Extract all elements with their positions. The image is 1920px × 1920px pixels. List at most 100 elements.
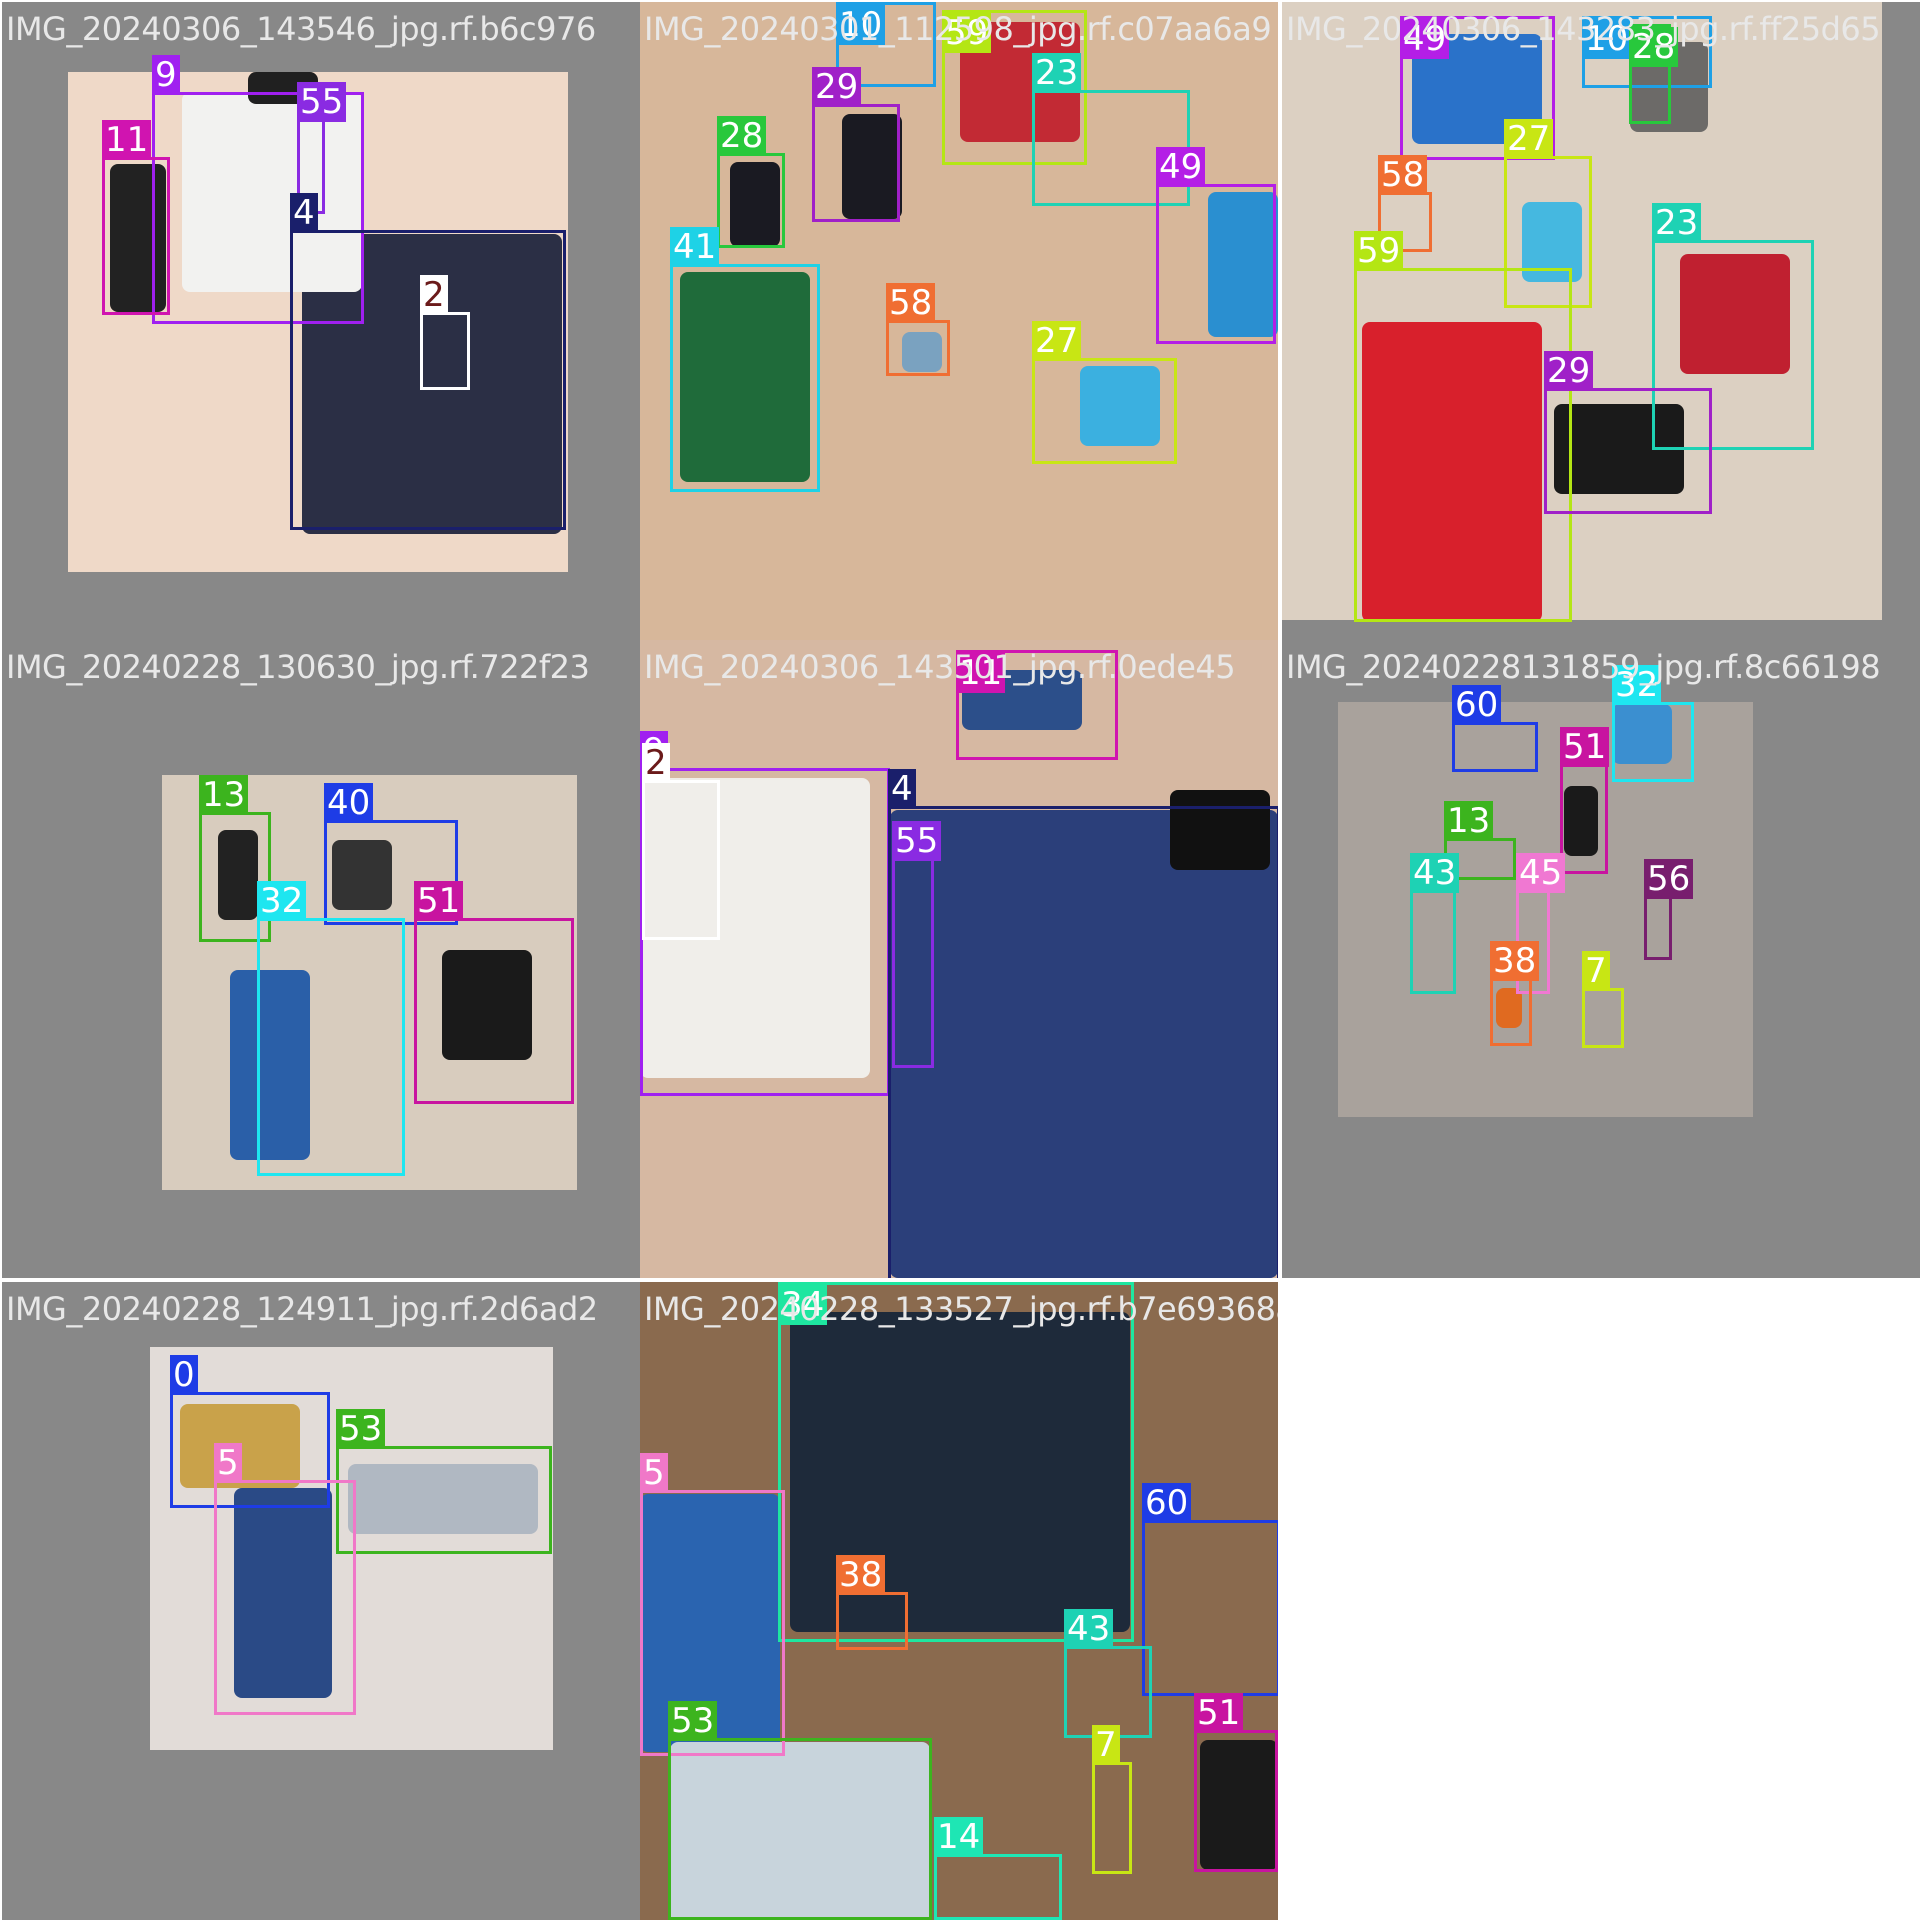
photo-object [1208, 192, 1278, 337]
bounding-box: 58 [886, 283, 950, 376]
photo-object [640, 778, 870, 1078]
box-label: 4 [290, 193, 318, 233]
box-label: 5 [640, 1453, 668, 1493]
photo-object [442, 950, 532, 1060]
box-label: 7 [1092, 1725, 1120, 1765]
box-label: 27 [1504, 119, 1554, 159]
box-label: 5 [214, 1443, 242, 1483]
photo-object [1564, 786, 1598, 856]
bounding-box: 56 [1644, 859, 1694, 960]
bounding-box: 13 [1444, 801, 1516, 880]
box-label: 34 [778, 1285, 828, 1325]
image-tile: IMG_20240306_143501_jpg.rf.0ede451192455 [640, 640, 1278, 1278]
bounding-box: 4 [888, 769, 1278, 1278]
image-filename: IMG_20240228_130630_jpg.rf.722f23 [6, 648, 590, 686]
bounding-box: 4 [290, 193, 566, 530]
box-label: 38 [836, 1555, 886, 1595]
box-label: 51 [414, 881, 464, 921]
bounding-box: 2 [642, 743, 720, 940]
bounding-box: 11 [102, 120, 170, 315]
box-label: 2 [420, 275, 448, 315]
image-filename: IMG_20240306_143283_jpg.rf.ff25d65 [1286, 10, 1881, 48]
box-label: 11 [102, 120, 152, 160]
photo-object [1200, 1740, 1278, 1870]
bounding-box: 40 [324, 783, 458, 925]
bounding-box: 32 [257, 881, 405, 1176]
bounding-box: 14 [934, 1817, 1062, 1920]
image-tile: IMG_20240228_130630_jpg.rf.722f23 13 40 32 5… [2, 640, 640, 1278]
photo-object [1080, 366, 1160, 446]
image-filename: IMG_20240228131859_jpg.rf.8c66198 [1286, 648, 1881, 686]
image-tile: IMG_20240306_143546_jpg.rf.b6c976 9 11 55 4 2 [2, 2, 640, 640]
box-label: 51 [1560, 727, 1610, 767]
box-label: 28 [717, 116, 767, 156]
photo [640, 1282, 1278, 1920]
box-label: 32 [1612, 665, 1662, 705]
image-tile: IMG_20240228_124911_jpg.rf.2d6ad2 0 53 5 [2, 1282, 640, 1920]
bounding-box: 53 [668, 1701, 932, 1920]
bounding-box: 5 [214, 1443, 356, 1715]
bounding-box: 45 [1516, 853, 1566, 994]
bounding-box: 5 [640, 1453, 785, 1756]
bounding-box: 41 [670, 227, 820, 492]
box-label: 60 [1142, 1483, 1192, 1523]
image-tile: IMG_20240306_143283_jpg.rf.ff25d65 49 10 28… [1282, 2, 1920, 640]
photo-object [234, 1488, 332, 1698]
bounding-box: 51 [1194, 1693, 1278, 1872]
box-label: 53 [668, 1701, 718, 1741]
photo-object [670, 1742, 930, 1920]
box-label: 49 [1156, 147, 1206, 187]
box-label: 55 [892, 821, 942, 861]
bounding-box: 55 [892, 821, 942, 1068]
bounding-box: 38 [836, 1555, 908, 1650]
bounding-box: 49 [1156, 147, 1276, 344]
photo [162, 775, 577, 1190]
box-label: 51 [1194, 1693, 1244, 1733]
photo-object [890, 810, 1278, 1278]
box-label: 49 [1400, 19, 1450, 59]
photo-object [1170, 790, 1270, 870]
bounding-box: 53 [336, 1409, 552, 1554]
photo-object [1496, 988, 1522, 1028]
photo-object [182, 92, 362, 292]
box-label: 59 [942, 13, 992, 53]
bounding-box: 11 [956, 650, 1118, 760]
photo-object [1362, 322, 1542, 620]
bounding-box: 58 [1378, 155, 1432, 252]
box-label: 60 [1452, 685, 1502, 725]
photo-object [218, 830, 258, 920]
box-label: 29 [1544, 351, 1594, 391]
box-label: 43 [1064, 1609, 1114, 1649]
image-filename: IMG_20240228_124911_jpg.rf.2d6ad2 [6, 1290, 598, 1328]
image-tile: IMG_20240228131859_jpg.rf.8c66198 60 32 51 1… [1282, 640, 1920, 1278]
bounding-box: 27 [1504, 119, 1592, 308]
bounding-box: 13 [199, 775, 271, 942]
box-label: 11 [956, 653, 1006, 693]
box-label: 4 [888, 769, 916, 809]
bounding-box: 43 [1410, 853, 1460, 994]
box-label: 45 [1516, 853, 1566, 893]
bounding-box: 34 [778, 1282, 1134, 1642]
box-label: 55 [297, 82, 347, 122]
bounding-box: 59 [942, 10, 1087, 165]
bounding-box: 32 [1612, 665, 1694, 782]
bounding-box: 10 [836, 2, 936, 87]
image-filename: IMG_20240301_112598_jpg.rf.c07aa6a9 [644, 10, 1272, 48]
bounding-box: 28 [717, 116, 785, 248]
box-label: 58 [886, 283, 936, 323]
bounding-box: 51 [1560, 727, 1610, 874]
photo-object [730, 162, 780, 247]
photo-object [1680, 254, 1790, 374]
image-tile: IMG_20240228_133527_jpg.rf.b7e69368a00cf… [640, 1282, 1278, 1920]
box-label: 13 [1444, 801, 1494, 841]
box-label: 29 [812, 67, 862, 107]
photo [1282, 2, 1882, 620]
photo-object [332, 840, 392, 910]
photo-object [1612, 704, 1672, 764]
photo [640, 2, 1278, 640]
box-label: 43 [1410, 853, 1460, 893]
bounding-box: 2 [420, 275, 470, 390]
box-label: 40 [324, 783, 374, 823]
bounding-box: 29 [812, 67, 900, 222]
box-label: 32 [257, 881, 307, 921]
